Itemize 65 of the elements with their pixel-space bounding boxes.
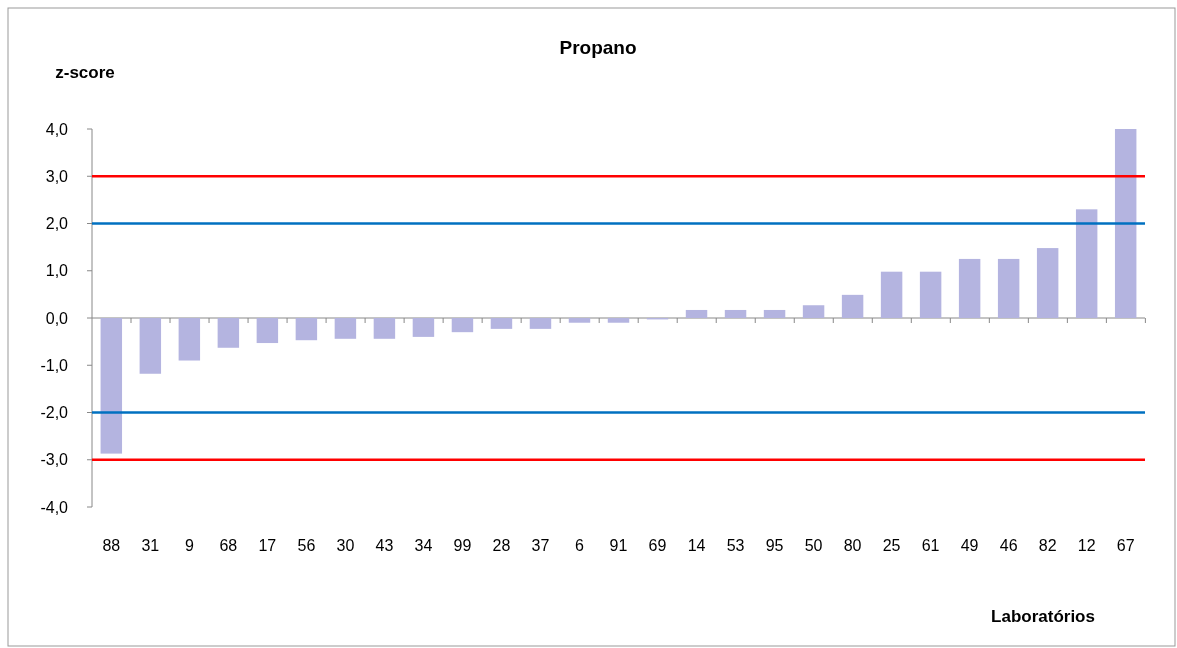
bar: [334, 318, 357, 339]
bar: [178, 318, 201, 361]
y-tick-label: 4,0: [45, 120, 69, 138]
x-tick-label: 34: [414, 537, 433, 554]
bar: [412, 318, 435, 337]
x-tick-label: 50: [804, 537, 823, 554]
bar: [607, 318, 630, 323]
bar: [685, 309, 708, 318]
x-tick-label: 53: [726, 537, 745, 554]
x-tick-label: 43: [375, 537, 394, 554]
y-tick-label: -2,0: [40, 404, 69, 422]
x-tick-label: 28: [492, 537, 511, 554]
y-axis-title: z-score: [55, 63, 115, 82]
bar: [1036, 248, 1059, 318]
bar: [1114, 129, 1137, 318]
x-tick-label: 61: [921, 537, 940, 554]
x-tick-label: 17: [258, 537, 277, 554]
bar: [724, 309, 747, 318]
bar: [256, 318, 279, 344]
x-tick-label: 95: [765, 537, 784, 554]
bar: [373, 318, 396, 339]
x-tick-label: 82: [1038, 537, 1057, 554]
bar: [568, 318, 591, 323]
bar: [1075, 209, 1098, 318]
x-tick-label: 12: [1077, 537, 1096, 554]
bar: [529, 318, 552, 329]
x-tick-label: 67: [1116, 537, 1135, 554]
bar: [880, 271, 903, 318]
bar: [958, 258, 981, 318]
x-tick-label: 68: [219, 537, 238, 554]
x-tick-label: 80: [843, 537, 862, 554]
x-tick-label: 91: [609, 537, 628, 554]
x-tick-label: 37: [531, 537, 550, 554]
y-tick-label: -1,0: [40, 356, 69, 374]
y-tick-label: 0,0: [45, 309, 69, 327]
bar: [139, 318, 162, 374]
x-tick-label: 69: [648, 537, 667, 554]
bar: [763, 309, 786, 318]
x-axis-title: Laboratórios: [991, 607, 1095, 626]
x-tick-label: 56: [297, 537, 316, 554]
y-tick-label: 2,0: [45, 215, 69, 233]
bar: [100, 318, 123, 454]
bar: [217, 318, 240, 348]
x-tick-label: 46: [999, 537, 1018, 554]
x-tick-label: 6: [575, 537, 585, 554]
chart-title: Propano: [559, 37, 637, 58]
y-tick-label: 3,0: [45, 167, 69, 185]
bar: [295, 318, 318, 341]
x-tick-label: 99: [453, 537, 472, 554]
bar: [490, 318, 513, 329]
x-tick-label: 30: [336, 537, 355, 554]
x-tick-label: 9: [184, 537, 194, 554]
bar: [802, 305, 825, 318]
x-tick-label: 49: [960, 537, 979, 554]
x-tick-label: 31: [141, 537, 160, 554]
y-tick-label: -4,0: [40, 498, 69, 516]
bar: [997, 258, 1020, 318]
x-tick-label: 88: [102, 537, 121, 554]
bar: [451, 318, 474, 333]
y-tick-label: 1,0: [45, 262, 69, 280]
bar: [919, 271, 942, 318]
y-tick-label: -3,0: [40, 451, 69, 469]
x-tick-label: 25: [882, 537, 901, 554]
bar: [841, 294, 864, 318]
x-tick-label: 14: [687, 537, 706, 554]
